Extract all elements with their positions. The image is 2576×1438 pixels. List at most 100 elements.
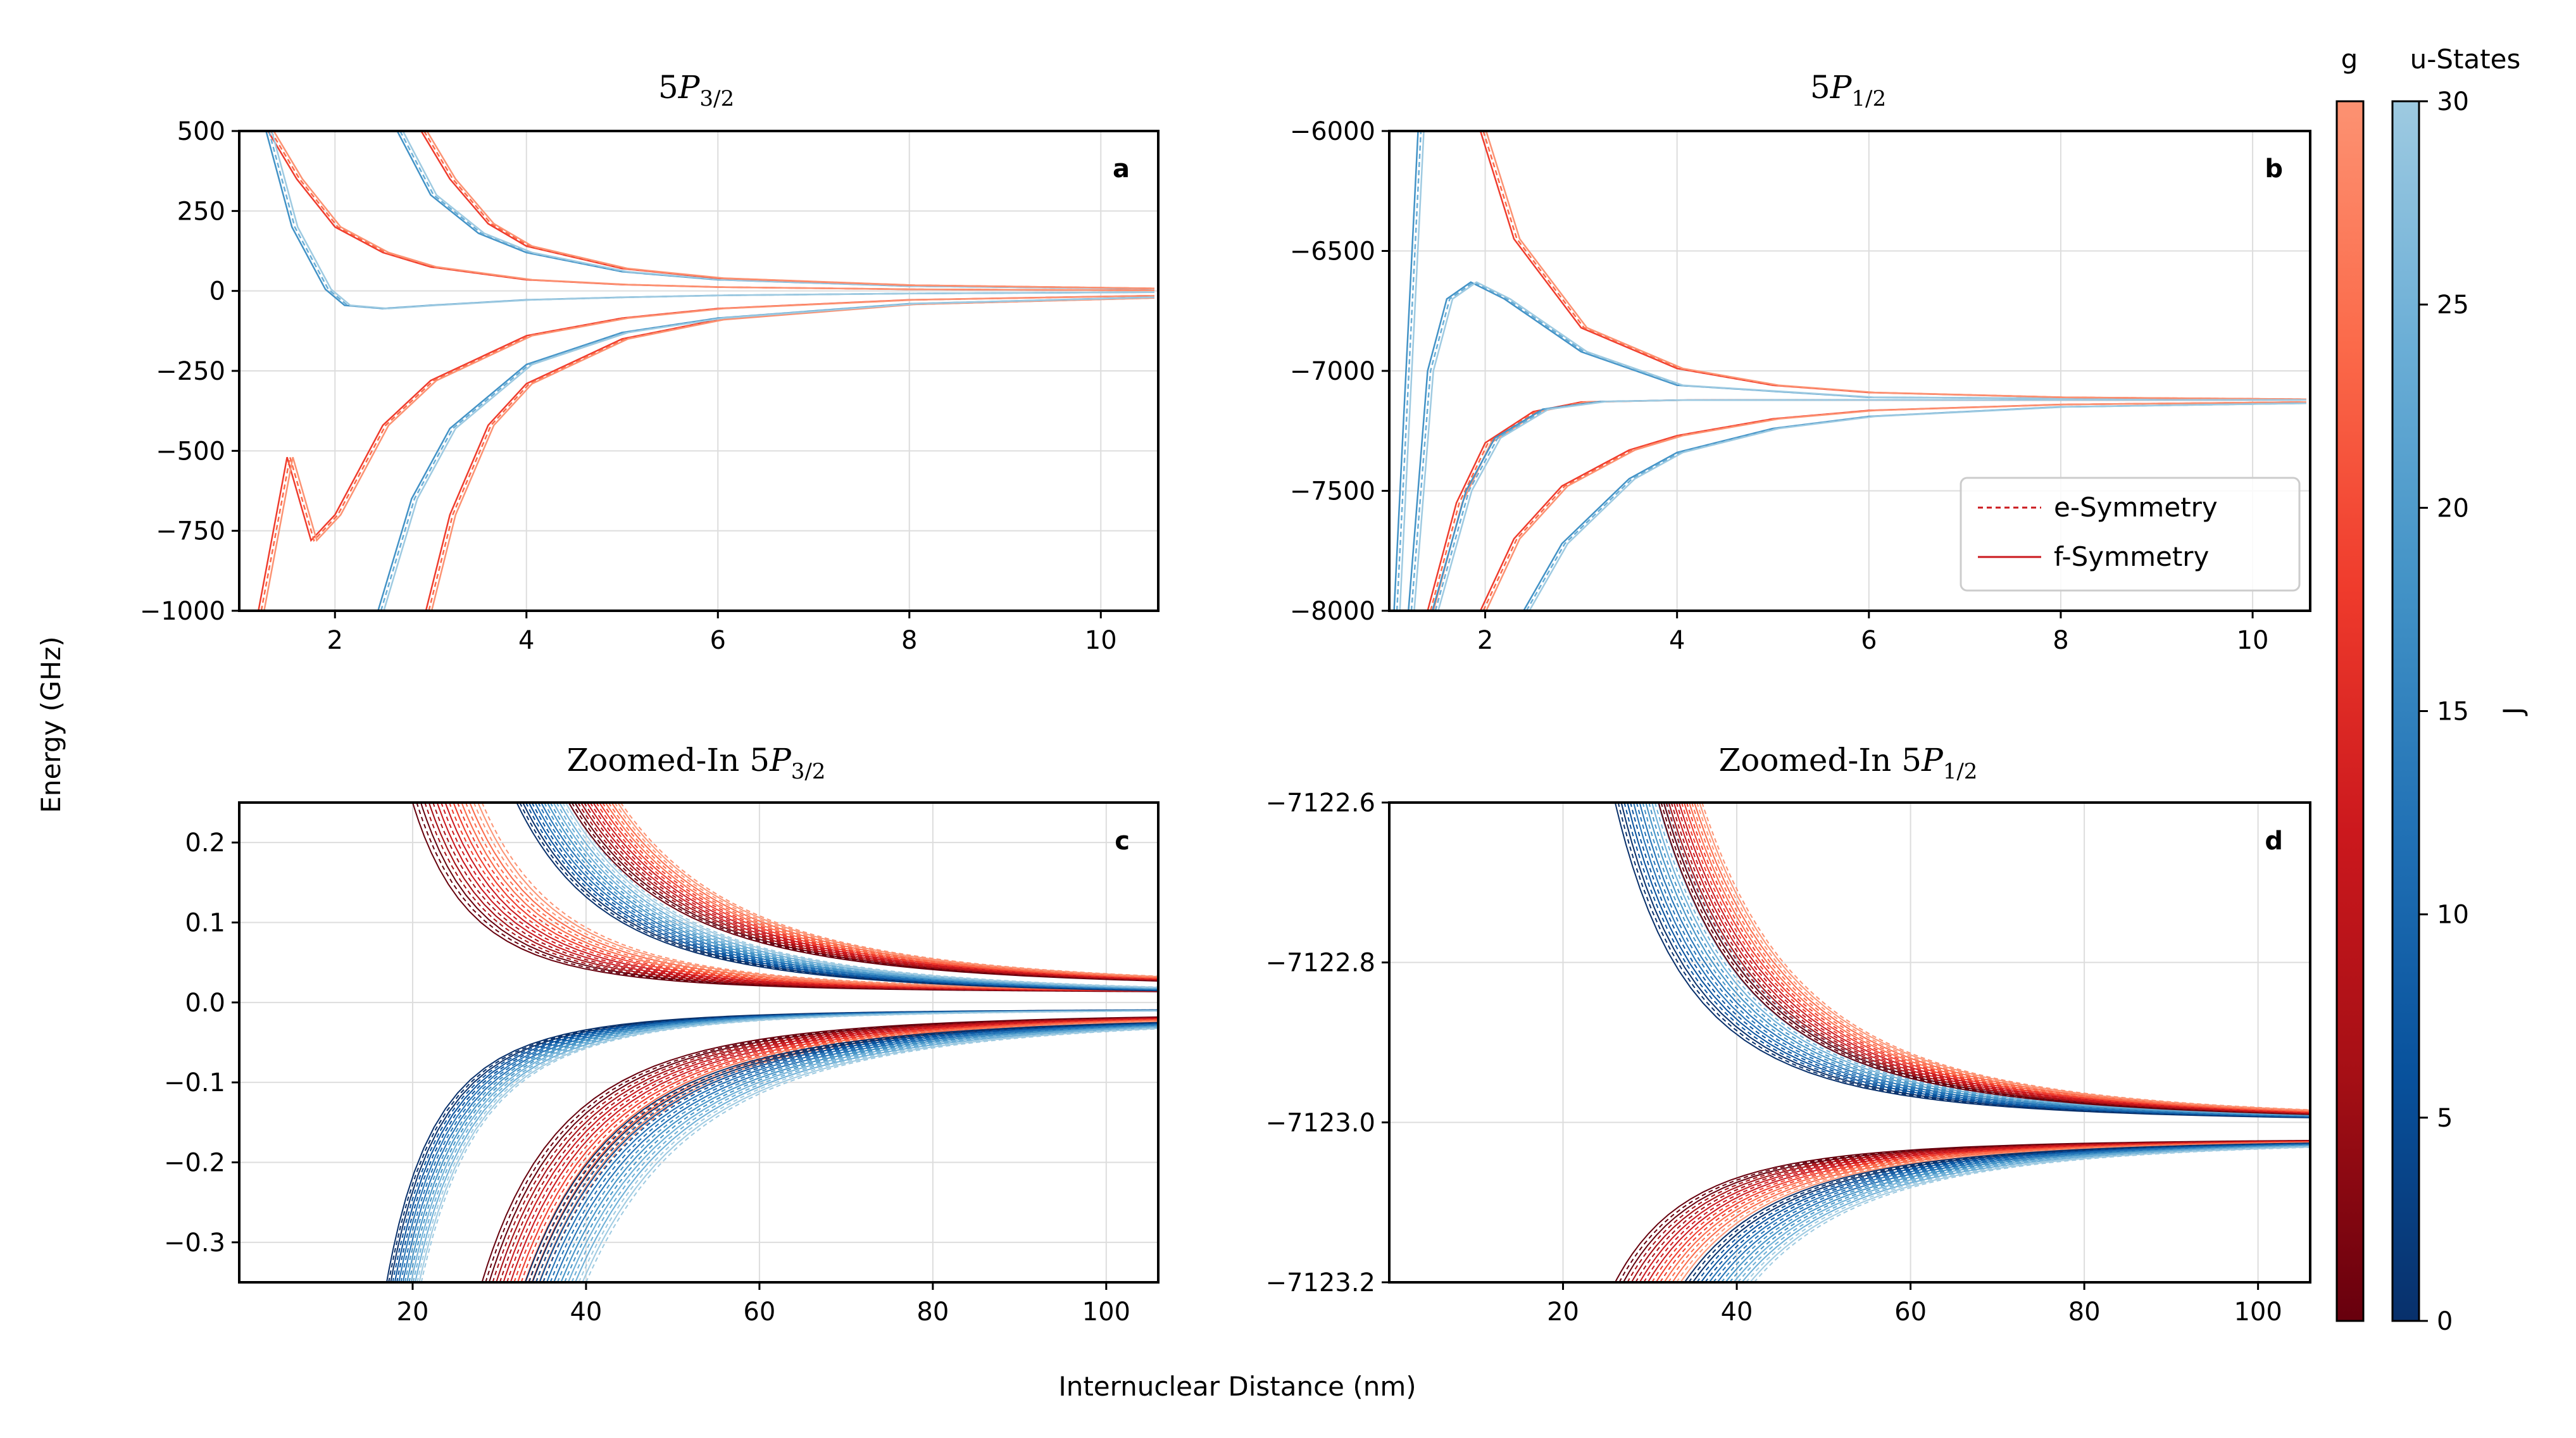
series-u-band-curve [1614,803,2310,1118]
x-tick-label: 20 [397,1297,429,1327]
panel-b: 5P1/2 2 4 6 8 10−6000−6500−7000−7500−8000 b … [1290,69,2311,655]
series-g-band-curve [481,1016,1158,1282]
panel-d-curves [1614,803,2310,1282]
series-g-band-curve [604,803,1158,978]
panel-b-title: 5P1/2 [1810,69,1886,111]
y-tick-label: −750 [156,517,225,546]
legend-f-label: f-Symmetry [2054,541,2209,572]
series-u-band-curve [560,1025,1158,1282]
series-u-band-curve [392,1010,1158,1282]
series-g-band-curve [1683,803,2310,1113]
panel-c: Zoomed-In 5P3/2 20 40 60 80 100 0.2 0.1 0.0 −0.1… [164,742,1160,1327]
series-u-curve [377,296,1149,611]
y-tick-label: 0.0 [185,989,225,1018]
series-g-band-curve [1665,803,2310,1115]
series-g-band-curve [503,1018,1158,1282]
series-u-curve [1399,131,1425,611]
x-tick-label: 8 [2053,626,2068,655]
series-g-band-curve [611,803,1158,978]
y-tick-label: −8000 [1290,597,1375,626]
colorbar-u-title: u-States [2410,44,2521,75]
colorbar-u-bar [2391,100,2420,1322]
x-tick-label: 2 [327,626,343,655]
series-g-band-curve [1691,803,2310,1112]
x-tick-label: 8 [901,626,917,655]
series-u-band-curve [1617,803,2310,1118]
series-u-band-curve [1753,1146,2310,1282]
series-u-curve [399,131,1152,290]
y-tick-label: −7123.0 [1266,1108,1375,1137]
colorbar-j-label: J [2498,707,2529,716]
series-u-curve [265,131,1149,309]
panel-d: Zoomed-In 5P1/2 20 40 60 80 100 −7122.6 −7122.… [1266,742,2311,1327]
y-tick-label: −6500 [1290,237,1375,266]
x-tick-label: 20 [1547,1297,1579,1327]
series-u-band-curve [420,1010,1158,1282]
y-tick-label: 0.2 [185,828,225,858]
series-u-band-curve [564,1025,1158,1282]
series-g-band-curve [568,803,1158,982]
series-g-band-curve [488,1016,1158,1282]
series-u-band-curve [1745,1146,2310,1282]
series-g-band-curve [577,803,1158,981]
legend-e-label: e-Symmetry [2054,492,2218,523]
series-g-band-curve [432,803,1158,992]
colorbar-tick-label: 20 [2437,494,2469,523]
panel-b-ticks: 2 4 6 8 10 −6000 −6500 −7000 −7500 −8000 [1290,117,2269,655]
series-u-band-curve [546,803,1158,990]
series-g-band-curve [1701,803,2310,1111]
x-tick-label: 40 [570,1297,602,1327]
y-tick-label: 0.1 [185,909,225,938]
series-g-band-curve [608,803,1158,978]
series-u-curve [1413,281,2306,611]
series-g-band-curve [465,803,1158,991]
series-u-band-curve [567,1026,1158,1282]
series-g-band-curve [1663,803,2310,1115]
series-u-band-curve [1620,803,2310,1118]
series-g-band-curve [1673,803,2310,1114]
series-u-band-curve [528,803,1158,991]
series-u-band-curve [394,1010,1158,1282]
series-u-curve [1410,281,2304,611]
y-tick-label: −0.2 [164,1149,225,1178]
y-tick-label: −500 [156,437,225,466]
series-g-band-curve [1685,803,2310,1113]
series-u-band-curve [1635,803,2310,1117]
series-u-band-curve [571,1026,1158,1282]
series-g-band-curve [1689,803,2310,1112]
colorbar-tick-label: 10 [2437,901,2469,930]
y-tick-label: −7000 [1290,357,1375,386]
series-u-band-curve [1663,803,2310,1115]
panel-a-ticks: 2 4 6 8 10 500 250 0 −250 −500 −750 −1000 [140,117,1117,655]
series-g-band-curve [481,803,1158,991]
colorbar-u: u-States 0 5 10 15 20 25 30 J [2391,44,2529,1336]
series-u-curve [268,131,1152,309]
series-u-band-curve [1684,1142,2310,1282]
series-g-band-curve [1627,1140,2310,1282]
series-g-band-curve [1668,803,2310,1115]
colorbar-g: g [2335,44,2365,1322]
series-u-band-curve [1639,803,2310,1117]
series-u-band-curve [1642,803,2310,1116]
series-g-band-curve [571,803,1158,982]
series-u-band-curve [1657,803,2310,1115]
series-u-band-curve [553,1024,1158,1282]
series-u-band-curve [1627,803,2310,1118]
y-tick-label: −250 [156,357,225,386]
y-tick-label: −0.1 [164,1068,225,1097]
panel-b-curves [1393,131,2306,611]
series-g-band-curve [496,1017,1158,1282]
series-g-band-curve [586,803,1158,980]
series-u-band-curve [553,803,1158,989]
series-g-band-curve [441,803,1158,992]
series-u-curve [1393,131,1419,611]
y-tick-label: −1000 [140,597,225,626]
series-u-band-curve [1741,1146,2310,1282]
series-u-band-curve [575,1027,1158,1282]
y-tick-label: 500 [177,117,225,146]
series-u-curve [1529,402,2306,611]
x-tick-label: 6 [710,626,726,655]
series-g-band-curve [1699,803,2310,1111]
series-u-band-curve [549,803,1158,989]
